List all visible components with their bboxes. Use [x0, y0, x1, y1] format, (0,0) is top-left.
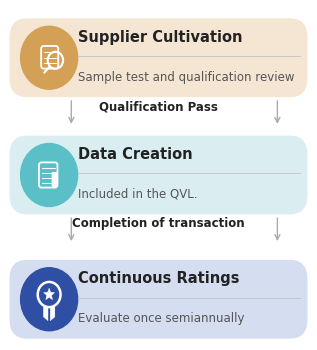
Polygon shape	[52, 173, 57, 188]
Text: Qualification Pass: Qualification Pass	[99, 100, 218, 113]
Polygon shape	[50, 307, 55, 321]
Text: Supplier Cultivation: Supplier Cultivation	[78, 30, 242, 45]
Circle shape	[21, 268, 78, 331]
Text: Data Creation: Data Creation	[78, 147, 192, 162]
FancyBboxPatch shape	[10, 260, 307, 339]
Text: Sample test and qualification review: Sample test and qualification review	[78, 70, 294, 84]
Text: Evaluate once semiannually: Evaluate once semiannually	[78, 312, 244, 325]
Polygon shape	[43, 307, 48, 321]
Text: Continuous Ratings: Continuous Ratings	[78, 272, 239, 286]
Text: Included in the QVL.: Included in the QVL.	[78, 188, 197, 201]
Text: Completion of transaction: Completion of transaction	[72, 217, 245, 231]
Polygon shape	[44, 288, 55, 300]
Circle shape	[21, 144, 78, 206]
FancyBboxPatch shape	[10, 135, 307, 214]
Circle shape	[21, 26, 78, 89]
FancyBboxPatch shape	[10, 18, 307, 97]
